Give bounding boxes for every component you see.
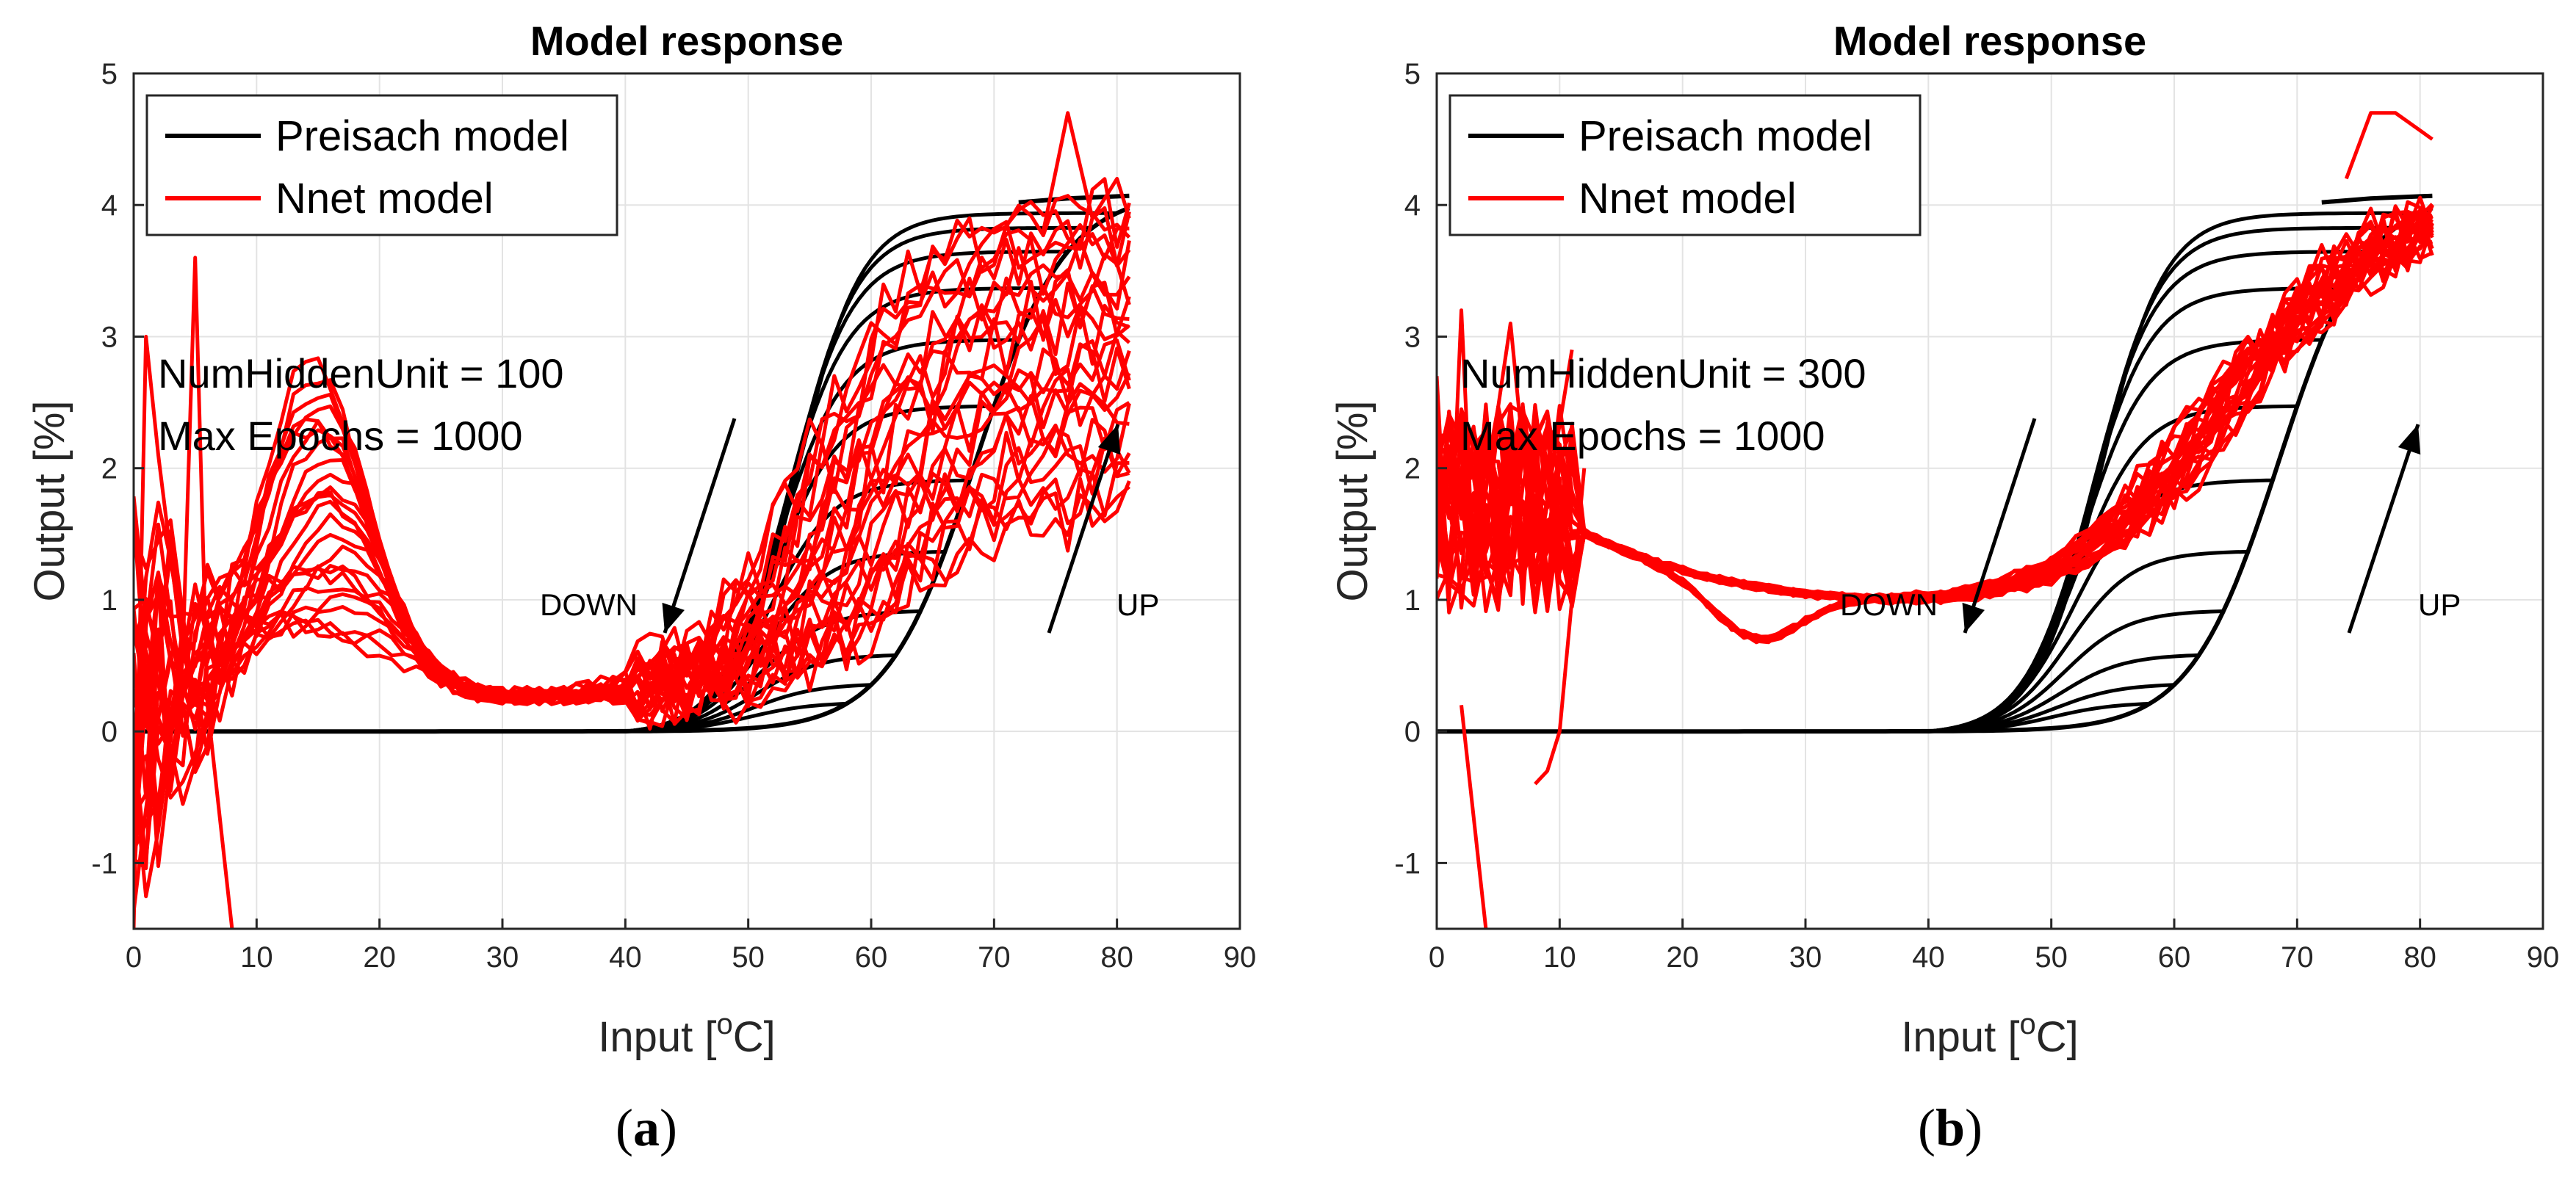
panel-label: (a) [616, 1098, 677, 1157]
x-tick-label: 70 [2281, 941, 2314, 974]
curves [134, 111, 1131, 929]
curves [1437, 111, 2434, 929]
y-tick-label: 3 [1404, 321, 1421, 353]
x-tick-label: 60 [855, 941, 888, 974]
x-tick-label: 90 [1224, 941, 1257, 974]
legend: Preisach model Nnet model [145, 94, 618, 236]
y-tick-label: 4 [101, 189, 118, 222]
chart-title: Model response [530, 18, 843, 64]
down-annotation: DOWN [1840, 587, 1938, 622]
hidden-units-annotation: NumHiddenUnit = 100 [158, 350, 564, 396]
x-tick-label: 50 [732, 941, 765, 974]
y-tick-label: 0 [1404, 716, 1421, 748]
y-tick-label: 2 [101, 453, 118, 485]
panel-b: 0 10 20 30 40 50 60 70 80 90 -1 0 1 2 3 4 5 Model respons… [1329, 18, 2559, 1157]
nnet-spike [134, 256, 234, 929]
x-tick-label: 90 [2527, 941, 2560, 974]
x-tick-label: 40 [1912, 941, 1945, 974]
y-tick-label: 0 [101, 716, 118, 748]
nnet-spike [1041, 111, 1131, 232]
x-axis-label: Input [oC] [1901, 1008, 2078, 1061]
y-tick-label: 5 [101, 58, 118, 90]
up-annotation: UP [1116, 587, 1159, 622]
nnet-spike [2344, 111, 2434, 180]
panel-a: 0 10 20 30 40 50 60 70 80 90 -1 0 1 2 3 4 5 Model respons… [26, 18, 1256, 1157]
y-tick-label: 5 [1404, 58, 1421, 90]
nnet-spike [1534, 468, 1587, 786]
preisach-plateau [2321, 193, 2433, 205]
up-arrow [2347, 424, 2421, 634]
down-arrow [1962, 418, 2037, 634]
x-tick-label: 0 [126, 941, 142, 974]
chart-title: Model response [1833, 18, 2146, 64]
y-axis-label: Output [%] [1329, 400, 1377, 601]
x-tick-label: 70 [978, 941, 1011, 974]
x-tick-label: 20 [1666, 941, 1699, 974]
x-tick-label: 10 [240, 941, 273, 974]
panel-label: (b) [1918, 1098, 1982, 1157]
nnet-spike [1437, 308, 1574, 602]
legend-label: Nnet model [1579, 175, 1797, 222]
legend-label: Preisach model [275, 112, 569, 160]
axes-box [132, 72, 1241, 930]
down-annotation: DOWN [540, 587, 638, 622]
legend-box [145, 94, 618, 236]
x-tick-label: 80 [2403, 941, 2436, 974]
x-tick-label: 30 [486, 941, 519, 974]
legend-label: Nnet model [275, 175, 494, 222]
y-tick-label: 2 [1404, 453, 1421, 485]
x-tick-label: 80 [1100, 941, 1133, 974]
x-tick-label: 10 [1543, 941, 1576, 974]
y-tick-label: 4 [1404, 189, 1421, 222]
nnet-spike [1460, 705, 1488, 929]
nnet-curve [134, 404, 1130, 863]
y-tick-label: 1 [1404, 584, 1421, 617]
x-tick-label: 60 [2158, 941, 2191, 974]
epochs-annotation: Max Epochs = 1000 [1460, 413, 1825, 459]
up-annotation: UP [2418, 587, 2461, 622]
y-tick-label: -1 [91, 847, 118, 880]
y-tick-label: -1 [1394, 847, 1421, 880]
axes-box [1435, 72, 2544, 930]
hidden-units-annotation: NumHiddenUnit = 300 [1460, 350, 1866, 396]
legend-box [1448, 94, 1922, 236]
legend-label: Preisach model [1579, 112, 1872, 160]
up-arrow [1047, 424, 1121, 634]
preisach-down-branch [1916, 211, 2420, 733]
x-tick-label: 50 [2035, 941, 2068, 974]
nnet-curve [134, 356, 1131, 728]
y-axis-label: Output [%] [26, 400, 73, 601]
down-arrow [662, 418, 737, 634]
nnet-curve [134, 378, 1131, 871]
x-tick-label: 40 [609, 941, 642, 974]
x-tick-label: 0 [1429, 941, 1445, 974]
x-axis-label: Input [oC] [598, 1008, 775, 1061]
nnet-curve [1437, 218, 2433, 606]
y-tick-label: 1 [101, 584, 118, 617]
x-tick-label: 20 [363, 941, 396, 974]
epochs-annotation: Max Epochs = 1000 [158, 413, 523, 459]
x-tick-label: 30 [1789, 941, 1822, 974]
legend: Preisach model Nnet model [1448, 94, 1922, 236]
preisach-down-branch [1916, 225, 2396, 733]
y-tick-label: 3 [101, 321, 118, 353]
nnet-curve [134, 392, 1130, 860]
